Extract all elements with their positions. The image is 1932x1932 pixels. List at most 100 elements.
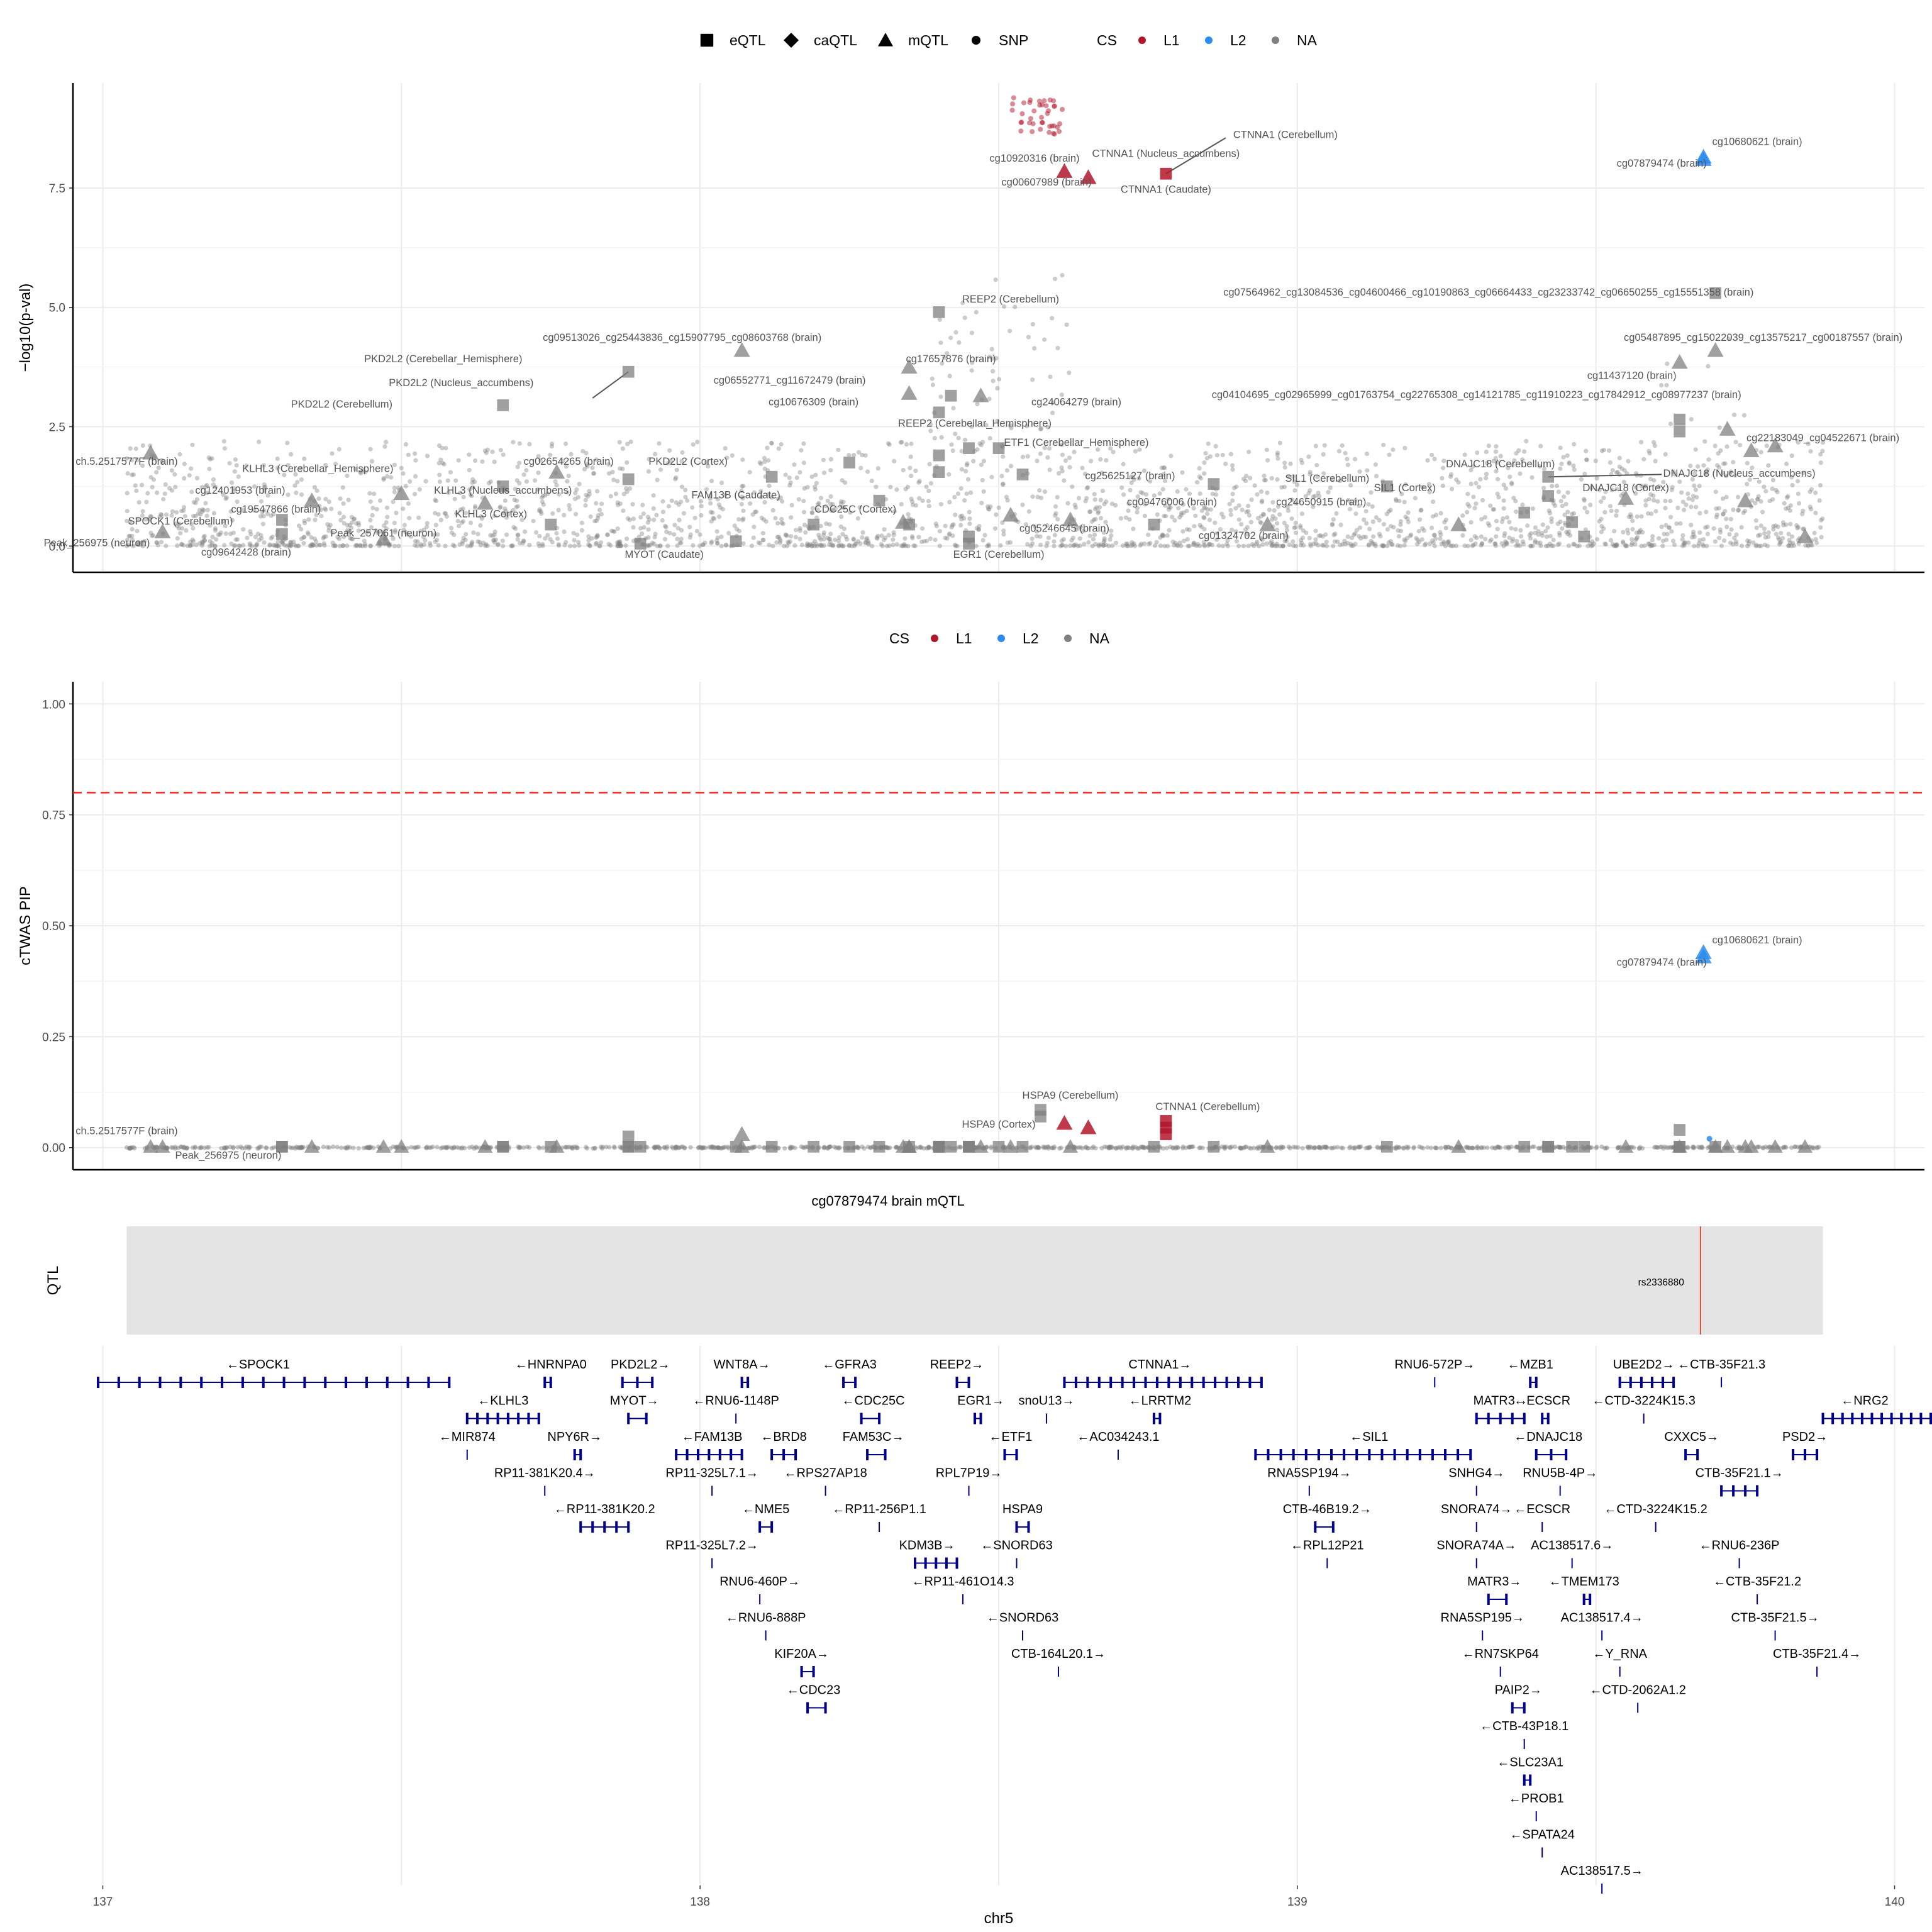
pip-point bbox=[652, 1145, 657, 1151]
snp-point bbox=[130, 472, 135, 477]
snp-point bbox=[1163, 503, 1168, 508]
snp-point bbox=[1703, 525, 1708, 530]
gene-label: ←CTD-3224K15.3 bbox=[1592, 1394, 1696, 1408]
gene-exon bbox=[117, 1377, 120, 1388]
snp-point bbox=[348, 536, 353, 541]
snp-point bbox=[229, 480, 235, 486]
snp-point bbox=[794, 475, 799, 480]
pip-point bbox=[721, 1145, 726, 1150]
snp-point bbox=[187, 543, 193, 548]
snp-point bbox=[496, 541, 501, 547]
snp-point bbox=[709, 519, 714, 524]
snp-point bbox=[1483, 536, 1488, 541]
pip-point bbox=[198, 1145, 204, 1150]
pip-point bbox=[521, 1145, 526, 1150]
snp-point bbox=[1750, 465, 1755, 470]
snp-point bbox=[1160, 533, 1165, 538]
snp-point bbox=[1719, 543, 1724, 548]
snp-point bbox=[1023, 522, 1029, 527]
snp-point bbox=[470, 480, 475, 485]
pip-point bbox=[709, 1145, 714, 1150]
snp-point bbox=[1677, 479, 1682, 484]
snp-point bbox=[608, 494, 613, 499]
snp-point bbox=[1293, 530, 1299, 535]
snp-point bbox=[679, 458, 684, 464]
snp-point bbox=[701, 542, 706, 547]
pip-point bbox=[710, 1144, 715, 1149]
snp-point bbox=[513, 526, 518, 531]
snp-point bbox=[1610, 487, 1615, 492]
pip-point bbox=[1556, 1145, 1562, 1150]
snp-point bbox=[1177, 514, 1182, 520]
pip-point bbox=[1784, 1145, 1789, 1150]
gene-label: RNU6-572P→ bbox=[1394, 1358, 1475, 1372]
snp-point bbox=[1202, 516, 1207, 521]
pip-point bbox=[701, 1145, 706, 1150]
gene-label: ←BRD8 bbox=[760, 1430, 806, 1444]
snp-point bbox=[233, 537, 238, 542]
snp-point bbox=[1735, 494, 1741, 499]
snp-point bbox=[1530, 506, 1535, 511]
snp-point bbox=[202, 538, 207, 543]
snp-point bbox=[1046, 535, 1051, 540]
snp-point bbox=[207, 467, 212, 472]
snp-point bbox=[453, 478, 458, 483]
gene-label: ←ETF1 bbox=[989, 1430, 1033, 1444]
snp-point bbox=[289, 540, 294, 545]
snp-point bbox=[1528, 531, 1534, 536]
snp-point bbox=[135, 458, 140, 463]
snp-point bbox=[592, 470, 597, 476]
pip-point bbox=[1655, 1145, 1660, 1150]
snp-point bbox=[1005, 540, 1011, 545]
snp-point bbox=[875, 466, 880, 471]
pip-point bbox=[367, 1145, 372, 1150]
square-qtl-point bbox=[1542, 470, 1555, 483]
snp-point bbox=[333, 543, 338, 548]
gene-exon bbox=[979, 1413, 982, 1424]
pip-point bbox=[293, 1146, 298, 1151]
snp-point bbox=[652, 541, 657, 547]
point-annotation: Peak_257061 (neuron) bbox=[330, 528, 436, 539]
snp-point bbox=[674, 467, 679, 472]
snp-point bbox=[1385, 543, 1390, 548]
snp-point bbox=[1315, 475, 1320, 480]
snp-point bbox=[321, 535, 326, 540]
snp-point bbox=[1194, 543, 1199, 548]
snp-point bbox=[425, 521, 430, 526]
snp-point bbox=[909, 534, 915, 539]
snp-point bbox=[1055, 345, 1060, 351]
snp-point bbox=[1808, 542, 1813, 548]
snp-point bbox=[1275, 452, 1280, 457]
pip-point bbox=[749, 1145, 755, 1150]
snp-point bbox=[1331, 517, 1336, 522]
snp-point bbox=[1361, 535, 1366, 540]
snp-point bbox=[1349, 543, 1354, 548]
snp-point bbox=[740, 494, 745, 499]
snp-point bbox=[1440, 465, 1446, 470]
snp-point bbox=[752, 509, 758, 514]
snp-point bbox=[1362, 517, 1367, 523]
snp-point bbox=[1758, 523, 1763, 528]
snp-point bbox=[279, 539, 284, 544]
gene-label: ←CTD-3224K15.2 bbox=[1604, 1502, 1707, 1516]
square-qtl-point bbox=[1160, 167, 1172, 180]
snp-point bbox=[1635, 535, 1640, 540]
snp-point bbox=[989, 475, 994, 480]
triangle-qtl-point bbox=[375, 530, 392, 546]
gene-label: CTB-46B19.2→ bbox=[1283, 1502, 1372, 1516]
snp-point bbox=[1130, 540, 1135, 545]
legend-label: L2 bbox=[1230, 32, 1246, 48]
pip-point bbox=[699, 1146, 704, 1151]
snp-point bbox=[533, 530, 539, 535]
gene-exon bbox=[1511, 1413, 1514, 1424]
snp-point bbox=[625, 441, 630, 447]
gene-exon bbox=[1317, 1449, 1320, 1460]
snp-point bbox=[1524, 438, 1529, 444]
pip-point bbox=[1243, 1144, 1248, 1149]
snp-point bbox=[741, 508, 746, 513]
pip-point bbox=[1443, 1145, 1448, 1150]
snp-point bbox=[125, 537, 130, 543]
gene-exon bbox=[1292, 1449, 1295, 1460]
pip-point bbox=[257, 1145, 262, 1150]
snp-point bbox=[1633, 485, 1639, 490]
